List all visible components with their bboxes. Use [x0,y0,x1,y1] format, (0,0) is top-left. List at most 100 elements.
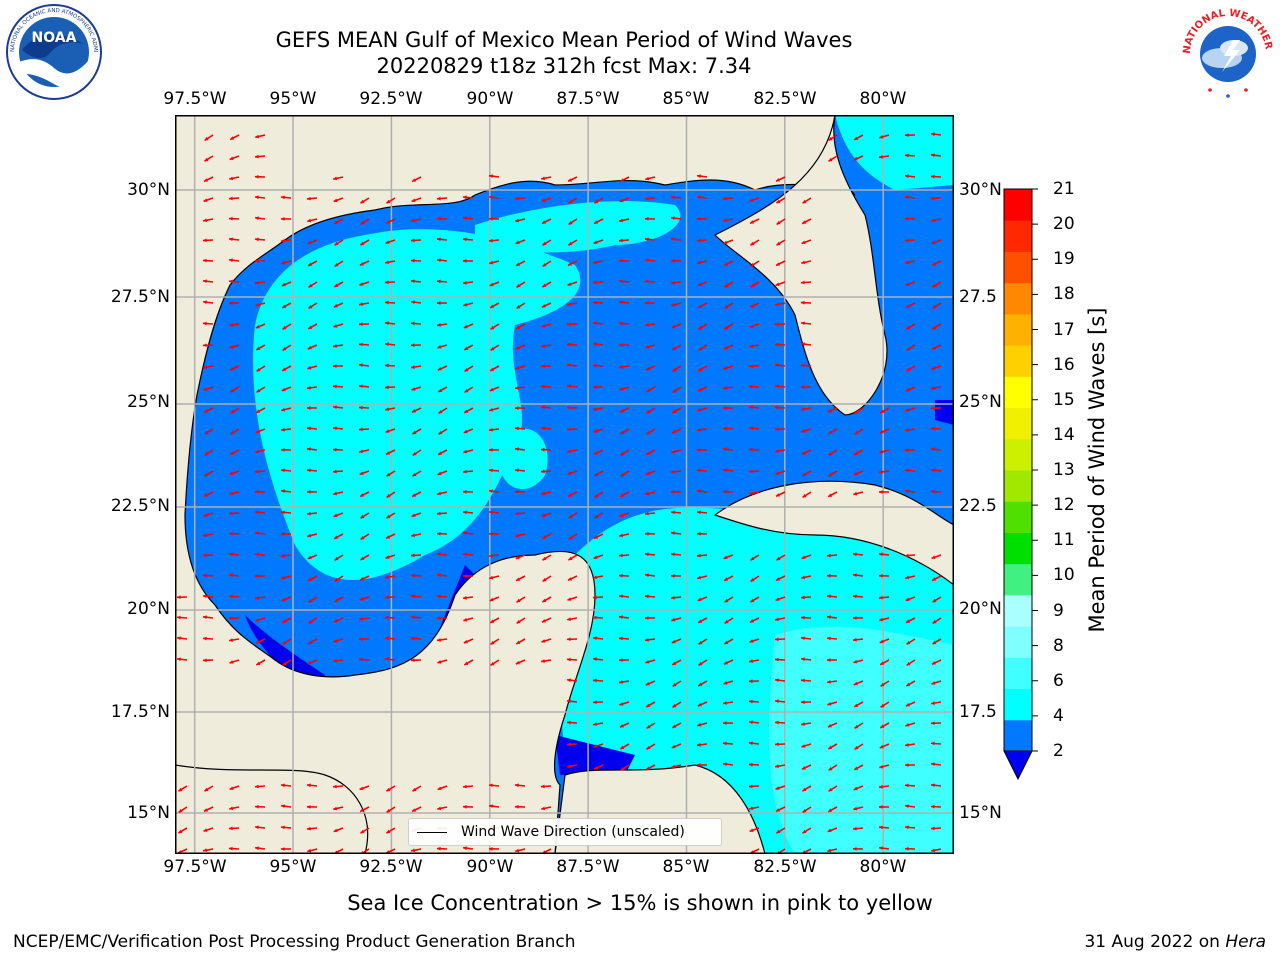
wind-arrow-head [645,552,649,557]
wind-arrow-head [671,280,675,285]
wind-arrow-head [905,468,909,473]
wind-arrow-head [515,447,519,452]
wind-arrow-head [229,196,233,201]
wind-arrow-head [541,806,546,811]
colorbar-title: Mean Period of Wind Waves [s] [1085,307,1109,633]
wind-arrow-head [203,533,207,538]
map-legend: Wind Wave Direction (unscaled) [408,818,722,846]
wind-arrow-head [541,364,545,369]
wind-arrow-head [489,510,493,515]
wind-arrow-head [749,384,753,389]
wind-arrow-head [854,430,859,435]
wind-arrow-head [593,555,598,559]
wind-arrow-head [307,555,312,560]
wind-arrow-head [932,640,937,645]
wind-arrow-head [931,848,936,853]
wind-arrow-head [568,493,573,497]
wind-arrow-head [515,386,519,390]
wind-arrow-head [802,493,807,498]
wind-arrow-head [827,553,831,558]
wind-arrow-head [229,511,233,516]
wind-arrow-head [879,449,884,454]
lon-tick-bottom: 90°W [466,857,514,877]
wind-arrow-head [437,660,442,664]
wind-arrow-head [359,786,364,791]
wind-arrow-head [749,198,754,202]
wind-arrow-head [645,659,650,664]
wind-arrow-head [489,238,493,243]
wind-arrow-head [437,216,441,221]
lat-tick-right: 22.5 [959,496,997,516]
wind-arrow-head [775,493,780,497]
wind-arrow-head [203,615,207,620]
wind-arrow-head [853,826,857,831]
wind-arrow-head [255,280,259,285]
wind-arrow-head [671,302,676,307]
wind-arrow-head [932,304,937,309]
wind-arrow-head [489,783,493,788]
wind-arrow-head [619,702,624,706]
wind-arrow-head [334,535,339,539]
wind-arrow-head [359,617,363,621]
wind-arrow-head [671,489,675,494]
wind-arrow-head [593,300,597,305]
wind-arrow-head [411,387,416,391]
wind-arrow-head [879,805,883,809]
wind-arrow-head [203,658,207,663]
svg-text:NOAA: NOAA [32,30,77,46]
wind-arrow-head [672,409,677,413]
wind-arrow-head [204,451,209,456]
wind-arrow-head [437,491,442,496]
wind-arrow-head [931,762,935,767]
wind-arrow-head [489,846,493,851]
wind-arrow-head [750,220,755,224]
wind-arrow-head [334,220,339,224]
wind-arrow-head [411,343,415,348]
wind-arrow-head [776,556,781,561]
wind-arrow-head [515,345,520,350]
wind-arrow-head [853,786,858,791]
footer-machine: Hera [1225,932,1266,952]
wind-arrow-head [905,448,909,453]
wind-arrow-head [203,238,207,243]
wind-arrow-head [828,808,833,812]
wind-arrow-head [802,220,807,224]
wind-arrow-head [905,783,909,788]
wind-arrow-head [281,387,286,392]
wind-arrow-head [333,303,338,308]
lon-tick-top: 85°W [662,89,710,109]
wind-arrow-head [255,134,260,139]
wind-arrow-head [828,493,833,497]
wind-arrow-head [281,260,286,265]
wind-arrow-head [203,218,207,223]
wind-arrow-head [905,846,909,851]
wind-arrow-head [906,640,911,645]
wind-arrow-head [879,134,884,139]
wind-arrow-head [905,763,909,767]
wind-arrow-head [828,430,833,434]
wind-arrow-head [697,489,701,494]
wind-arrow-head [880,682,885,687]
wind-arrow-head [255,237,259,242]
wind-arrow-head [802,808,807,813]
wind-arrow-head [931,721,935,726]
wind-arrow-head [411,513,416,518]
wind-arrow-head [853,806,858,811]
wind-arrow-head [515,426,519,431]
wind-arrow-head [281,447,285,452]
wind-arrow-head [360,556,365,561]
wind-arrow-head [516,262,521,266]
wind-arrow-head [619,365,623,369]
wind-arrow-head [750,241,755,246]
wind-arrow-head [203,258,207,263]
lon-tick-top: 90°W [466,89,514,109]
colorbar-segment [1004,470,1032,502]
wind-arrow-head [671,429,676,434]
wind-arrow-head [489,216,493,221]
wind-arrow-head [334,598,339,602]
wind-arrow-head [879,784,883,789]
wind-arrow-head [567,342,571,347]
wind-arrow-head [490,304,495,308]
wind-arrow-head [672,682,677,687]
wind-arrow-head [880,703,885,708]
